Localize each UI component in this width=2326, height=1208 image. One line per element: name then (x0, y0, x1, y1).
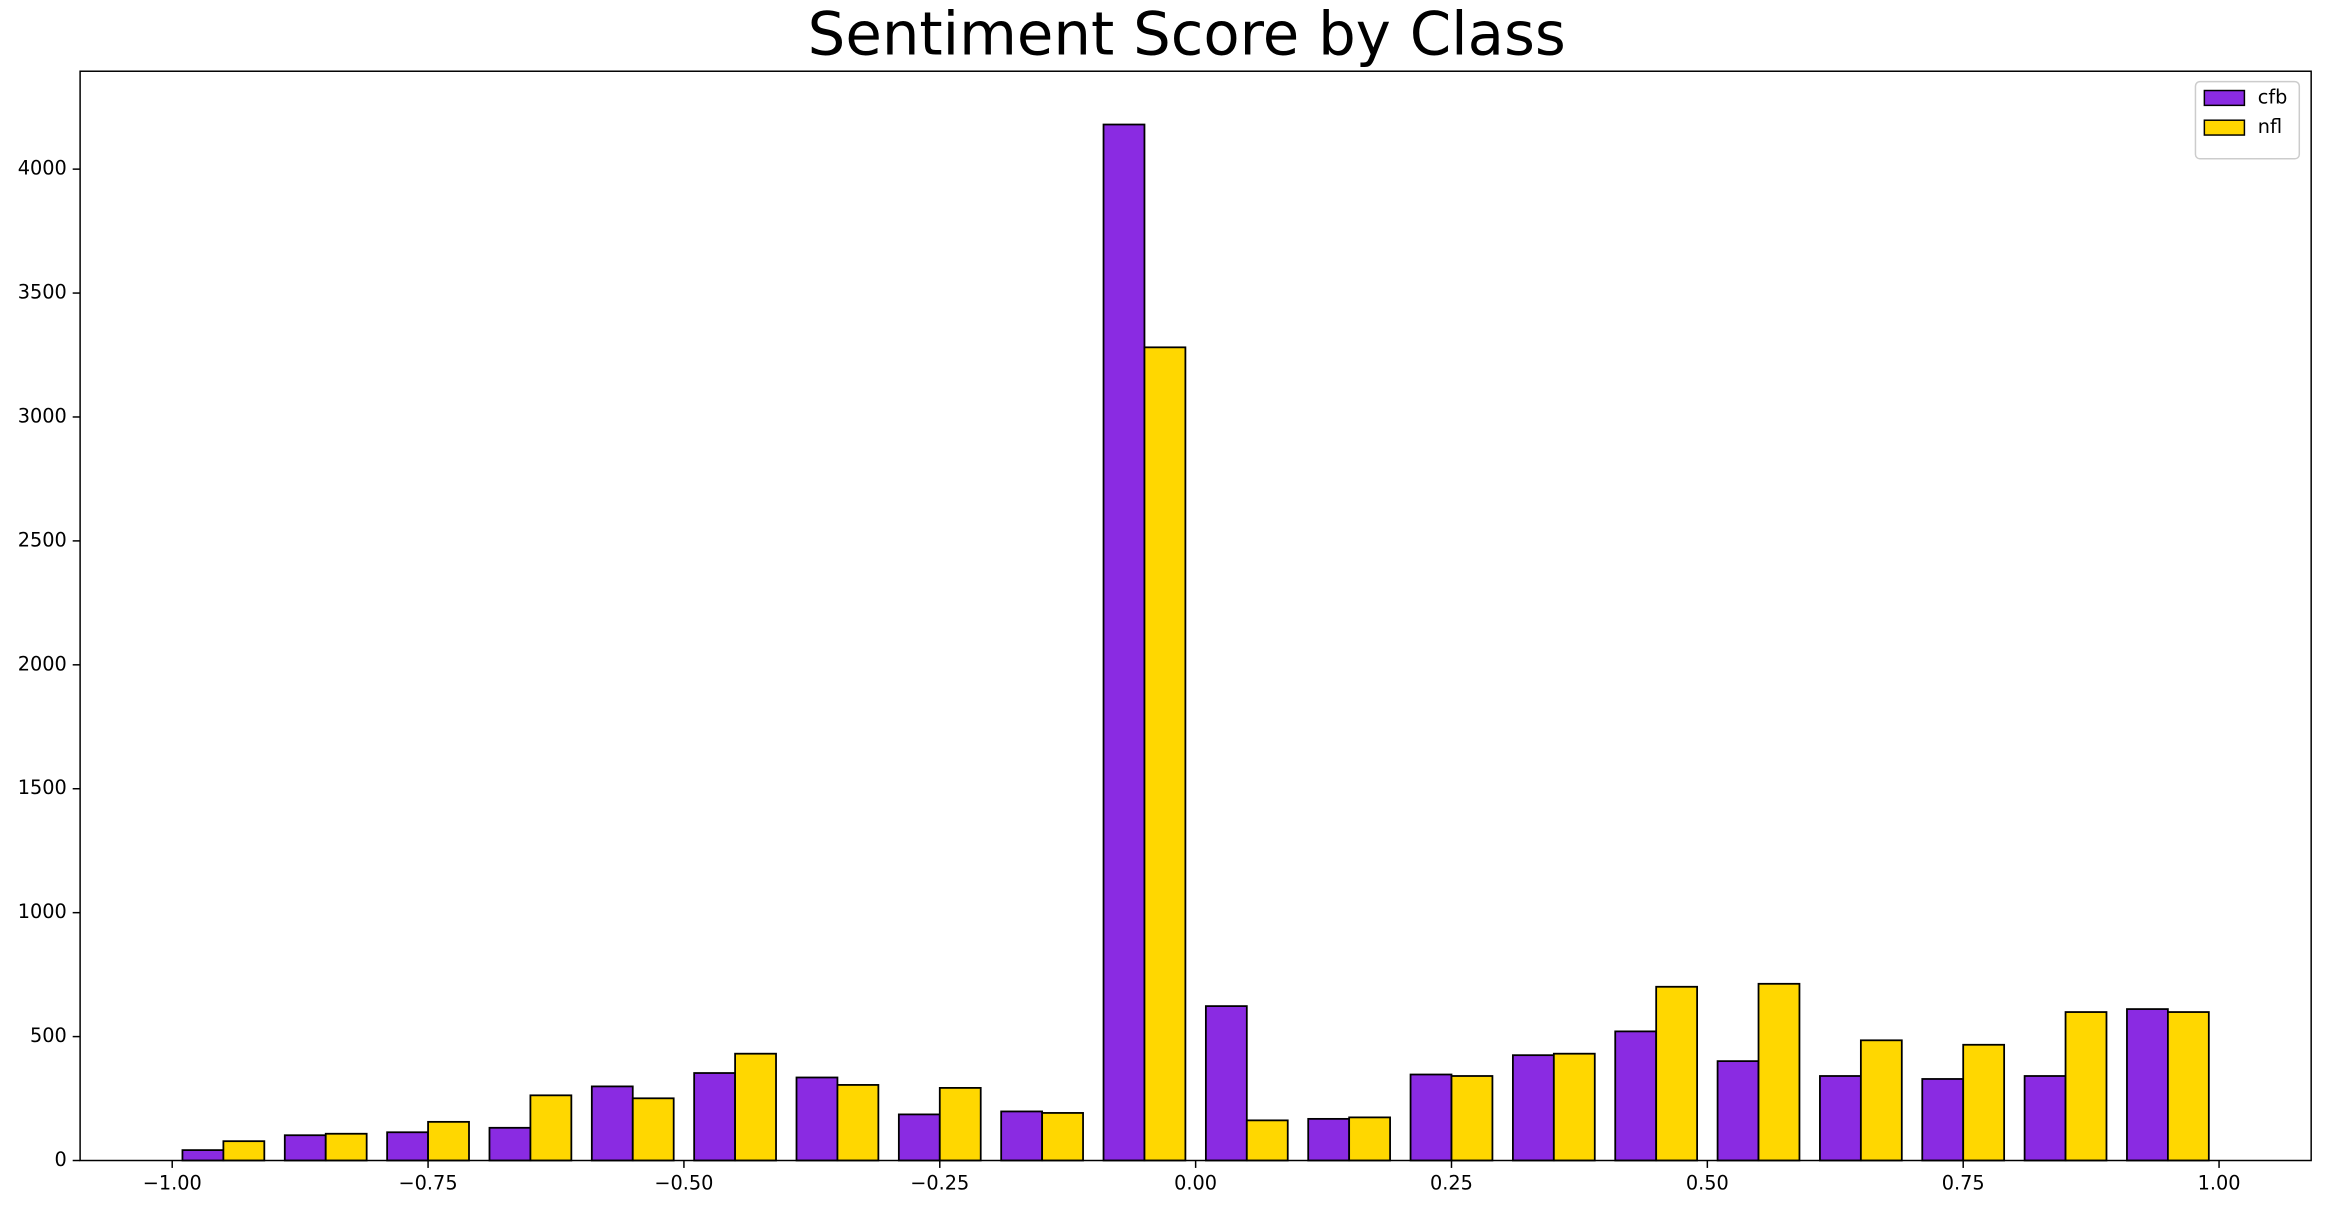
y-tick-label: 1500 (18, 776, 67, 799)
x-tick-label: 0.25 (1430, 1172, 1473, 1195)
bar (1819, 1075, 1862, 1162)
bar (1102, 123, 1146, 1162)
x-tick-label: 0.00 (1174, 1172, 1217, 1195)
bar (1552, 1052, 1596, 1162)
x-tick-label: 0.75 (1942, 1172, 1985, 1195)
bar (386, 1131, 429, 1162)
x-tick-label: −0.75 (399, 1172, 458, 1195)
bar (795, 1076, 839, 1162)
x-tick-label: −1.00 (143, 1172, 202, 1195)
bar (181, 1149, 225, 1162)
bar (1655, 985, 1699, 1162)
x-tick-label: −0.50 (654, 1172, 713, 1195)
bar (427, 1120, 470, 1162)
bar (1921, 1078, 1965, 1162)
bar (1348, 1116, 1391, 1162)
bar (529, 1094, 573, 1162)
bar (938, 1087, 982, 1162)
x-tick-label: −0.25 (910, 1172, 969, 1195)
x-tick-label: 0.50 (1686, 1172, 1729, 1195)
bar (1204, 1005, 1248, 1162)
bar (631, 1097, 675, 1162)
bar (222, 1140, 266, 1162)
chart-title: Sentiment Score by Class (808, 0, 1566, 69)
bar (1041, 1112, 1084, 1162)
bar (1859, 1039, 1903, 1162)
bar (1143, 346, 1187, 1162)
bar (1512, 1054, 1555, 1162)
bar (1409, 1073, 1453, 1162)
bar (1614, 1030, 1658, 1162)
bar (1757, 982, 1801, 1162)
x-tick-label: 1.00 (2198, 1172, 2241, 1195)
bar (2023, 1075, 2067, 1162)
bar (1245, 1119, 1289, 1162)
bar (283, 1134, 327, 1162)
bar (2126, 1008, 2169, 1162)
y-tick-label: 2000 (18, 652, 67, 675)
bar (2064, 1011, 2108, 1162)
bar (693, 1072, 736, 1162)
bar (1307, 1117, 1351, 1162)
legend-label: nfl (2258, 115, 2282, 138)
bar (488, 1126, 532, 1162)
y-tick-label: 3000 (18, 404, 67, 427)
plot-frame (79, 70, 2312, 1162)
bar (1716, 1060, 1760, 1162)
y-tick-label: 0 (54, 1148, 66, 1171)
bar (1962, 1043, 2006, 1162)
bar (734, 1052, 777, 1162)
bar (897, 1113, 941, 1162)
y-tick-label: 3500 (18, 281, 67, 304)
bar (590, 1085, 634, 1162)
y-tick-label: 4000 (18, 157, 67, 180)
bar (836, 1084, 880, 1162)
bar (1450, 1075, 1494, 1162)
bar (2166, 1011, 2210, 1162)
y-tick-label: 1000 (18, 900, 67, 923)
bar (324, 1132, 368, 1162)
legend-swatch (2203, 89, 2246, 107)
y-tick-label: 2500 (18, 528, 67, 551)
bar (1000, 1110, 1044, 1162)
y-tick-label: 500 (30, 1024, 67, 1047)
legend-swatch (2203, 119, 2246, 136)
legend-label: cfb (2258, 85, 2288, 108)
